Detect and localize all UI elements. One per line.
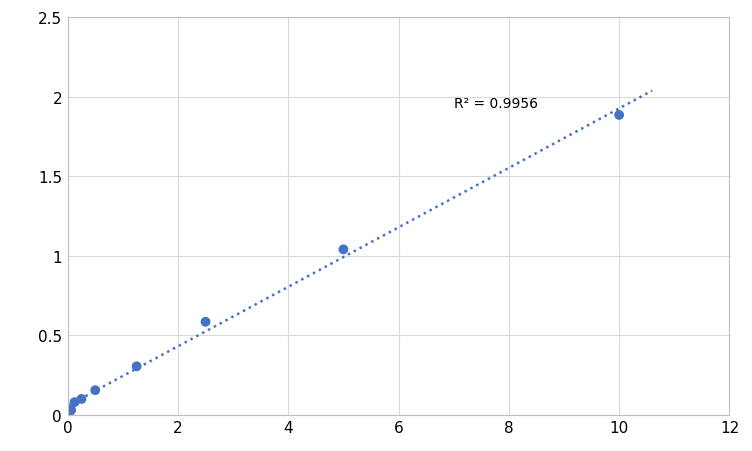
Point <box>338 246 350 253</box>
Point <box>131 363 143 370</box>
Point <box>89 387 102 394</box>
Point <box>613 112 625 119</box>
Point <box>68 399 80 406</box>
Point <box>75 396 87 403</box>
Point <box>63 408 75 415</box>
Point <box>65 406 77 414</box>
Text: R² = 0.9956: R² = 0.9956 <box>453 97 538 111</box>
Point <box>199 318 211 326</box>
